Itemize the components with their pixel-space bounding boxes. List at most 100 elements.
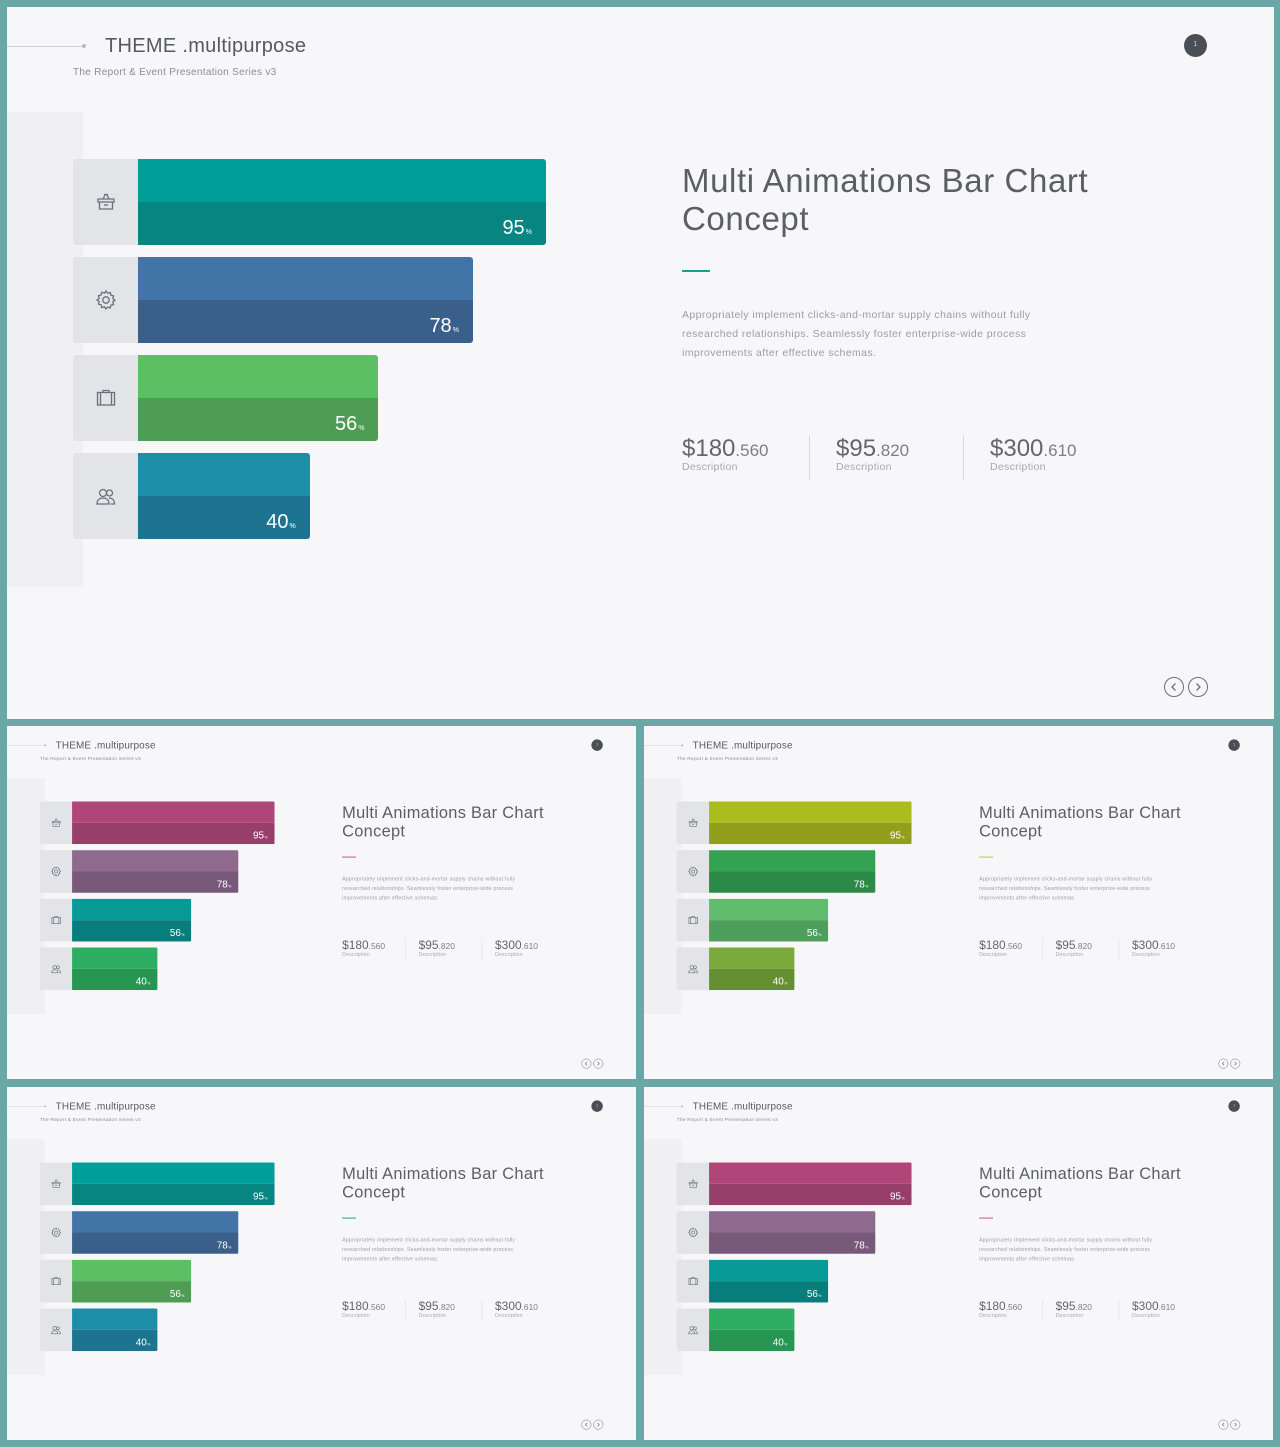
- bar-icon-box: [73, 257, 139, 343]
- header-subtitle: The Report & Event Presentation Series v…: [73, 67, 277, 78]
- bar-value-label: 40%: [266, 511, 295, 534]
- stat-2-label: Description: [418, 951, 447, 958]
- side-panel-background: [644, 1139, 682, 1375]
- body-paragraph: Appropriately implement clicks-and-morta…: [979, 1236, 1153, 1262]
- stat-1-label: Description: [342, 951, 370, 958]
- next-slide-button[interactable]: [1188, 677, 1208, 697]
- chart-bar: 95%: [709, 801, 912, 845]
- gear-icon: [50, 866, 62, 878]
- stat-2-decimal: .820: [1075, 941, 1092, 951]
- bar-icon-box: [676, 1211, 710, 1254]
- stat-divider: [963, 435, 964, 480]
- stat-3-value: $300: [990, 435, 1044, 462]
- slide-thumbnail-4[interactable]: THEME .multipurpose The Report & Event P…: [644, 1087, 1273, 1440]
- prev-slide-button[interactable]: [1218, 1058, 1229, 1069]
- chart-bar: 56%: [138, 355, 379, 441]
- chevron-left-icon: [584, 1422, 588, 1427]
- stat-3-value: $300: [1132, 1299, 1159, 1313]
- prev-slide-button[interactable]: [581, 1419, 592, 1430]
- side-panel-background: [644, 778, 682, 1014]
- slide-thumbnail-3[interactable]: THEME .multipurpose The Report & Event P…: [7, 1087, 636, 1440]
- prev-slide-button[interactable]: [581, 1058, 592, 1069]
- stat-3-label: Description: [1132, 951, 1160, 958]
- body-paragraph: Appropriately implement clicks-and-morta…: [682, 309, 1031, 359]
- next-slide-button[interactable]: [593, 1058, 604, 1069]
- header-rule-dot: [44, 1105, 47, 1108]
- stat-1-value: $180: [682, 435, 736, 462]
- bar-top-band: [138, 159, 546, 202]
- briefcase-icon: [687, 1275, 699, 1287]
- header-subtitle: The Report & Event Presentation Series v…: [676, 1116, 778, 1123]
- bar-icon-box: [676, 898, 710, 942]
- chevron-left-icon: [584, 1061, 588, 1066]
- stat-1-label: Description: [979, 1312, 1007, 1319]
- header-title: THEME .multipurpose: [55, 1100, 156, 1112]
- header-subtitle: The Report & Event Presentation Series v…: [39, 1116, 141, 1123]
- next-slide-button[interactable]: [593, 1419, 604, 1430]
- stat-1-decimal: .560: [735, 441, 769, 460]
- bar-bottom-band: [709, 1183, 912, 1206]
- prev-slide-button[interactable]: [1218, 1419, 1229, 1430]
- bar-value-label: 95%: [502, 217, 531, 240]
- briefcase-icon: [687, 914, 699, 926]
- chart-bar: 56%: [709, 1259, 829, 1303]
- bar-top-band: [709, 1162, 912, 1184]
- bar-value-unit: %: [289, 523, 296, 530]
- header-title: THEME .multipurpose: [692, 739, 793, 751]
- bar-value-number: 56: [169, 1288, 181, 1300]
- bar-value-label: 40%: [773, 976, 788, 987]
- bar-bottom-band: [709, 1232, 876, 1254]
- bar-value-number: 95: [889, 830, 902, 842]
- stat-3-label: Description: [990, 461, 1046, 473]
- slide-main: THEME .multipurpose The Report & Event P…: [7, 7, 1274, 719]
- bar-bottom-band: [72, 1329, 158, 1352]
- bar-top-band: [709, 1259, 829, 1282]
- stat-3-decimal: .610: [521, 1302, 538, 1312]
- stat-3: $300.610 Description: [495, 939, 538, 958]
- next-slide-button[interactable]: [1230, 1058, 1241, 1069]
- briefcase-icon: [50, 914, 62, 926]
- stat-divider: [809, 435, 810, 480]
- bar-bottom-band: [709, 1281, 829, 1303]
- next-slide-button[interactable]: [1230, 1419, 1241, 1430]
- bar-bottom-band: [72, 920, 192, 942]
- bar-bottom-band: [138, 300, 473, 343]
- bar-icon-box: [73, 453, 139, 539]
- stat-1-value: $180: [979, 938, 1006, 952]
- slide-thumbnail-2[interactable]: THEME .multipurpose The Report & Event P…: [644, 726, 1273, 1079]
- bar-top-band: [72, 850, 239, 872]
- bar-bottom-band: [138, 398, 379, 441]
- stat-2-label: Description: [1055, 1312, 1084, 1319]
- bar-value-unit: %: [147, 1343, 151, 1347]
- bar-value-label: 78%: [429, 315, 458, 338]
- chart-bar: 56%: [72, 1259, 192, 1303]
- users-icon: [50, 963, 62, 975]
- gear-icon: [94, 288, 118, 312]
- bar-value-unit: %: [264, 1197, 268, 1201]
- stat-2-decimal: .820: [438, 941, 455, 951]
- bar-top-band: [138, 257, 473, 300]
- basket-icon: [94, 190, 118, 214]
- stat-3-decimal: .610: [1158, 1302, 1175, 1312]
- bar-icon-box: [73, 355, 139, 441]
- title-accent-line: [979, 856, 994, 858]
- stat-1-decimal: .560: [1005, 941, 1023, 951]
- basket-icon: [687, 1178, 699, 1190]
- gear-icon: [50, 1227, 62, 1239]
- bar-value-label: 40%: [773, 1337, 788, 1348]
- bar-value-unit: %: [818, 1294, 822, 1299]
- bar-value-label: 95%: [890, 830, 905, 841]
- bar-top-band: [72, 898, 192, 921]
- chart-bar: 78%: [72, 850, 239, 893]
- bar-icon-box: [39, 1162, 73, 1206]
- briefcase-icon: [50, 1275, 62, 1287]
- slide-thumbnail-1[interactable]: THEME .multipurpose The Report & Event P…: [7, 726, 636, 1079]
- prev-slide-button[interactable]: [1164, 677, 1184, 697]
- bar-value-label: 95%: [253, 830, 268, 841]
- stat-2-label: Description: [418, 1312, 447, 1319]
- bar-icon-box: [39, 1211, 73, 1254]
- bar-value-unit: %: [228, 1245, 232, 1250]
- bar-top-band: [138, 355, 379, 398]
- side-panel-background: [7, 778, 45, 1014]
- stat-1: $180.560 Description: [682, 435, 768, 473]
